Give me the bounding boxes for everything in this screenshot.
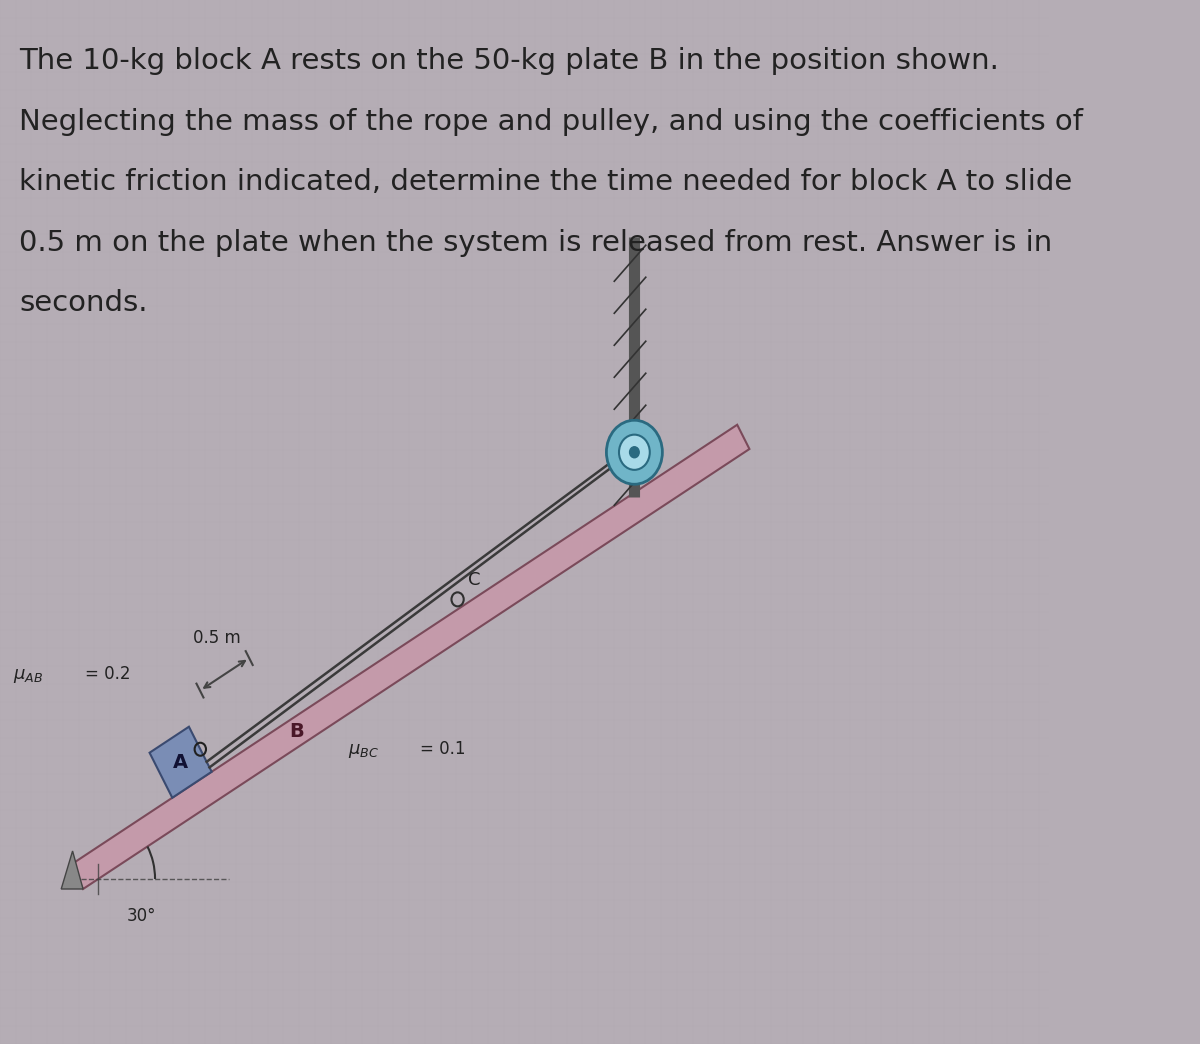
Text: A: A	[173, 753, 188, 772]
Text: Neglecting the mass of the rope and pulley, and using the coefficients of: Neglecting the mass of the rope and pull…	[19, 108, 1082, 136]
Text: 0.5 m on the plate when the system is released from rest. Answer is in: 0.5 m on the plate when the system is re…	[19, 229, 1052, 257]
Polygon shape	[71, 425, 750, 889]
Text: $\mu_{BC}$: $\mu_{BC}$	[348, 742, 379, 760]
Text: C: C	[468, 571, 480, 590]
Text: $\mu_{AB}$: $\mu_{AB}$	[13, 667, 43, 685]
Polygon shape	[61, 851, 83, 889]
Text: 30°: 30°	[127, 907, 157, 925]
Text: 0.5 m: 0.5 m	[193, 628, 240, 646]
Text: = 0.2: = 0.2	[85, 665, 131, 683]
Circle shape	[619, 434, 649, 470]
Circle shape	[630, 447, 640, 457]
Text: kinetic friction indicated, determine the time needed for block A to slide: kinetic friction indicated, determine th…	[19, 168, 1072, 196]
Text: seconds.: seconds.	[19, 289, 148, 317]
Text: B: B	[289, 722, 304, 741]
Text: = 0.1: = 0.1	[420, 740, 466, 758]
Text: The 10-kg block A rests on the 50-kg plate B in the position shown.: The 10-kg block A rests on the 50-kg pla…	[19, 47, 998, 75]
Circle shape	[606, 421, 662, 484]
Polygon shape	[150, 727, 211, 798]
